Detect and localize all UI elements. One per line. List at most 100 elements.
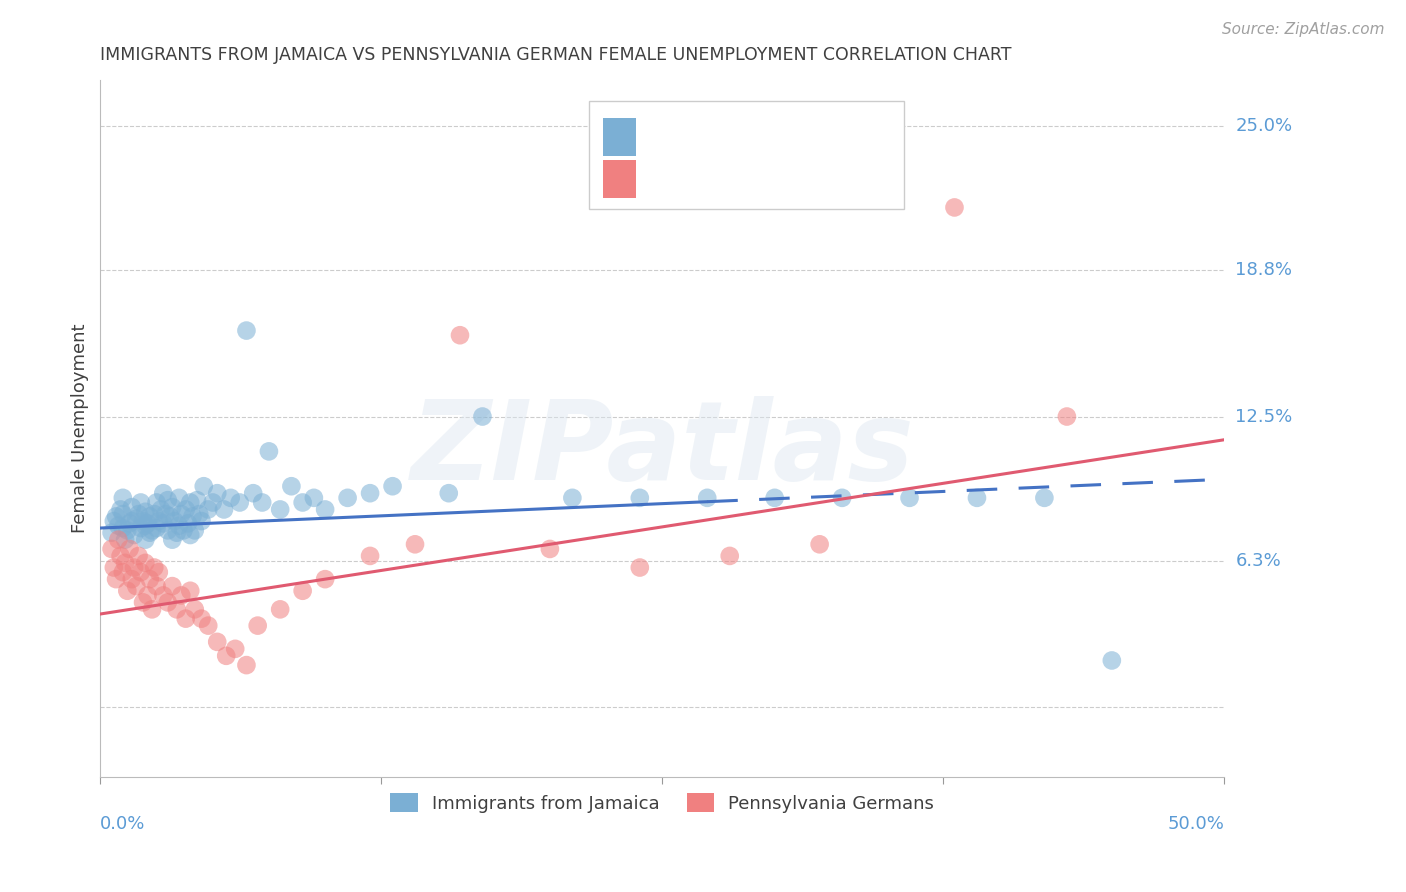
Point — [105, 509, 128, 524]
Point — [201, 495, 224, 509]
Point — [150, 502, 173, 516]
Point — [291, 583, 314, 598]
Point — [193, 479, 215, 493]
Point — [212, 502, 235, 516]
Point — [114, 533, 136, 547]
Point — [269, 502, 291, 516]
Text: 0.142: 0.142 — [695, 128, 752, 146]
Point — [107, 518, 129, 533]
Point — [696, 491, 718, 505]
Point — [132, 514, 155, 528]
Point — [831, 491, 853, 505]
Point — [179, 495, 201, 509]
Text: N =: N = — [768, 128, 808, 146]
Point — [103, 560, 125, 574]
Point — [122, 560, 145, 574]
FancyBboxPatch shape — [589, 101, 904, 209]
Point — [219, 491, 242, 505]
Point — [118, 516, 141, 531]
Point — [134, 518, 156, 533]
Point — [152, 486, 174, 500]
Point — [242, 486, 264, 500]
Point — [179, 528, 201, 542]
Point — [125, 512, 148, 526]
Point — [121, 500, 143, 515]
Point — [136, 516, 159, 531]
Point — [103, 514, 125, 528]
Point — [190, 514, 212, 528]
Point — [125, 579, 148, 593]
Point — [132, 595, 155, 609]
Point — [404, 537, 426, 551]
Point — [134, 533, 156, 547]
Point — [966, 491, 988, 505]
Point — [159, 509, 181, 524]
Point — [111, 521, 134, 535]
Point — [1033, 491, 1056, 505]
Point — [156, 524, 179, 538]
Point — [100, 541, 122, 556]
Point — [314, 502, 336, 516]
Text: 49: 49 — [813, 170, 838, 188]
Point — [1056, 409, 1078, 424]
Point — [117, 583, 139, 598]
Point — [156, 493, 179, 508]
Point — [167, 518, 190, 533]
Bar — [603, 160, 637, 198]
Point — [129, 565, 152, 579]
Point — [197, 618, 219, 632]
Point — [184, 524, 207, 538]
Point — [111, 565, 134, 579]
Point — [145, 495, 167, 509]
Point — [190, 612, 212, 626]
Point — [228, 495, 250, 509]
Point — [186, 493, 208, 508]
Point — [302, 491, 325, 505]
Legend: Immigrants from Jamaica, Pennsylvania Germans: Immigrants from Jamaica, Pennsylvania Ge… — [384, 786, 942, 820]
Point — [166, 602, 188, 616]
Point — [898, 491, 921, 505]
Point — [129, 521, 152, 535]
Point — [148, 514, 170, 528]
Point — [628, 560, 651, 574]
Point — [943, 201, 966, 215]
Point — [628, 491, 651, 505]
Text: 0.381: 0.381 — [695, 170, 752, 188]
Point — [162, 579, 184, 593]
Point — [128, 549, 150, 563]
Point — [449, 328, 471, 343]
Point — [166, 525, 188, 540]
Point — [111, 491, 134, 505]
Point — [148, 565, 170, 579]
Point — [188, 507, 211, 521]
Point — [105, 572, 128, 586]
Point — [152, 516, 174, 531]
Text: Source: ZipAtlas.com: Source: ZipAtlas.com — [1222, 22, 1385, 37]
Text: N =: N = — [768, 170, 808, 188]
Point — [197, 502, 219, 516]
Point — [128, 507, 150, 521]
Point — [177, 516, 200, 531]
Text: 84: 84 — [813, 128, 838, 146]
Point — [246, 618, 269, 632]
Point — [118, 541, 141, 556]
Text: 50.0%: 50.0% — [1167, 815, 1225, 833]
Point — [174, 502, 197, 516]
Point — [224, 641, 246, 656]
Point — [155, 507, 177, 521]
Point — [110, 502, 132, 516]
Point — [269, 602, 291, 616]
Point — [280, 479, 302, 493]
Point — [107, 533, 129, 547]
Point — [121, 514, 143, 528]
Text: 12.5%: 12.5% — [1236, 408, 1292, 425]
Point — [314, 572, 336, 586]
Point — [145, 521, 167, 535]
Point — [471, 409, 494, 424]
Point — [145, 579, 167, 593]
Point — [808, 537, 831, 551]
Point — [359, 549, 381, 563]
Point — [538, 541, 561, 556]
Bar — [603, 118, 637, 156]
Point — [250, 495, 273, 509]
